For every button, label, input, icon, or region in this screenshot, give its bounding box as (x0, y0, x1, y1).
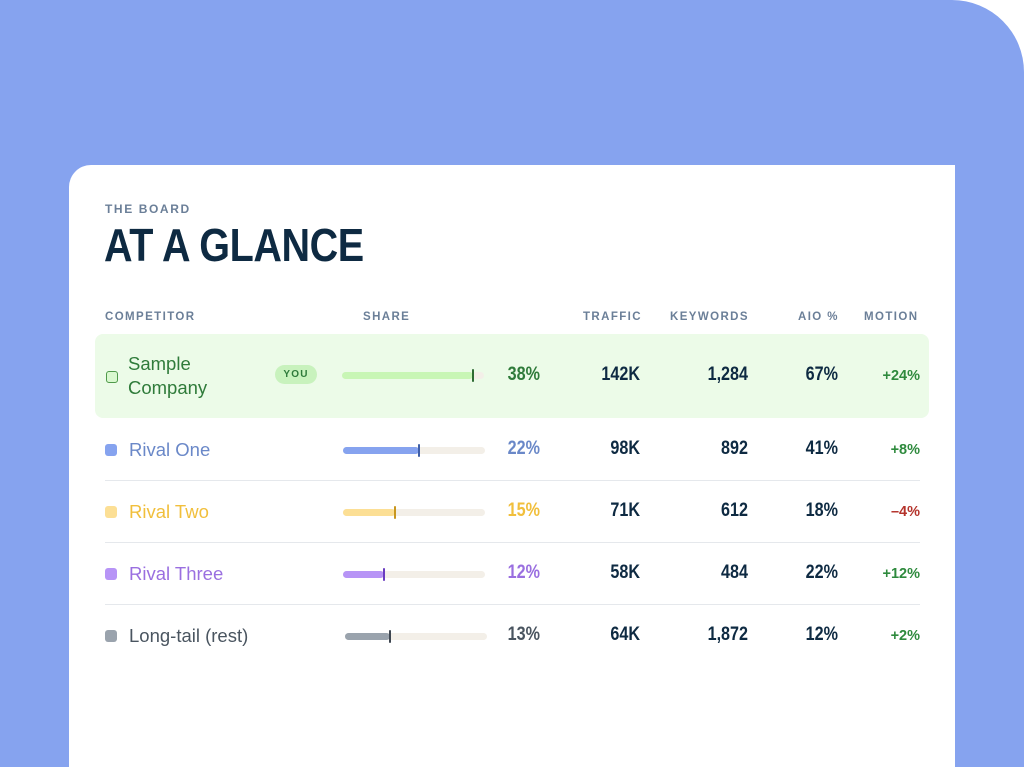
share-bar (343, 444, 485, 457)
column-header-motion[interactable]: MOTION (864, 311, 919, 323)
column-header-aio[interactable]: AIO % (798, 311, 839, 323)
share-bar (345, 630, 487, 643)
color-swatch (106, 371, 118, 383)
keywords-value: 1,284 (707, 364, 748, 385)
share-value: 38% (507, 364, 540, 385)
table-row[interactable]: Rival Two 15% 71K 612 18% –4% (105, 481, 920, 543)
share-bar-fill (343, 571, 385, 578)
board-card: THE BOARD AT A GLANCE COMPETITOR SHARE T… (69, 165, 955, 767)
share-bar (342, 369, 484, 382)
competitor-name-line2: Company (128, 377, 208, 398)
competitor-name: Rival Three (129, 563, 224, 584)
share-bar-fill (343, 509, 395, 516)
color-swatch (105, 506, 117, 518)
aio-value: 22% (805, 562, 838, 583)
traffic-value: 142K (601, 364, 640, 385)
you-badge: YOU (275, 365, 317, 384)
motion-value: +8% (890, 442, 920, 458)
color-swatch (105, 568, 117, 580)
competitor-name-line1: Sample (128, 353, 191, 374)
share-value: 22% (507, 438, 540, 459)
column-header-share[interactable]: SHARE (363, 311, 411, 323)
page-title: AT A GLANCE (104, 219, 364, 271)
share-value: 12% (507, 562, 540, 583)
share-bar-marker (383, 568, 386, 581)
eyebrow-label: THE BOARD (105, 202, 191, 216)
competitor-name: Long-tail (rest) (129, 625, 249, 646)
share-bar-marker (388, 630, 391, 643)
column-header-competitor[interactable]: COMPETITOR (105, 311, 196, 323)
table-row[interactable]: Rival One 22% 98K 892 41% +8% (105, 419, 920, 481)
motion-value: +2% (890, 628, 920, 644)
traffic-value: 98K (610, 438, 640, 459)
column-header-keywords[interactable]: KEYWORDS (670, 311, 749, 323)
motion-value: –4% (890, 504, 920, 520)
share-bar-fill (343, 447, 419, 454)
competitor-name: Sample Company (128, 352, 207, 400)
keywords-value: 1,872 (707, 624, 748, 645)
aio-value: 67% (805, 364, 838, 385)
column-header-traffic[interactable]: TRAFFIC (583, 311, 642, 323)
motion-value: +24% (882, 368, 921, 384)
share-value: 13% (507, 624, 540, 645)
traffic-value: 58K (610, 562, 640, 583)
share-bar (343, 568, 485, 581)
share-bar-marker (472, 369, 475, 382)
share-bar-marker (393, 506, 396, 519)
traffic-value: 64K (610, 624, 640, 645)
share-bar-fill (342, 372, 474, 379)
keywords-value: 612 (721, 500, 748, 521)
aio-value: 12% (805, 624, 838, 645)
aio-value: 41% (805, 438, 838, 459)
share-bar-marker (417, 444, 420, 457)
table-row[interactable]: Long-tail (rest) 13% 64K 1,872 12% +2% (105, 605, 920, 666)
aio-value: 18% (805, 500, 838, 521)
share-bar (343, 506, 485, 519)
share-bar-fill (345, 633, 390, 640)
competitor-name: Rival One (129, 439, 211, 460)
color-swatch (105, 630, 117, 642)
competitor-name: Rival Two (129, 501, 209, 522)
table-row[interactable]: Rival Three 12% 58K 484 22% +12% (105, 543, 920, 605)
color-swatch (105, 444, 117, 456)
traffic-value: 71K (610, 500, 640, 521)
motion-value: +12% (882, 566, 921, 582)
keywords-value: 892 (721, 438, 748, 459)
table-row[interactable]: Sample Company YOU 38% 142K 1,284 67% +2… (95, 334, 929, 418)
share-value: 15% (507, 500, 540, 521)
keywords-value: 484 (721, 562, 748, 583)
